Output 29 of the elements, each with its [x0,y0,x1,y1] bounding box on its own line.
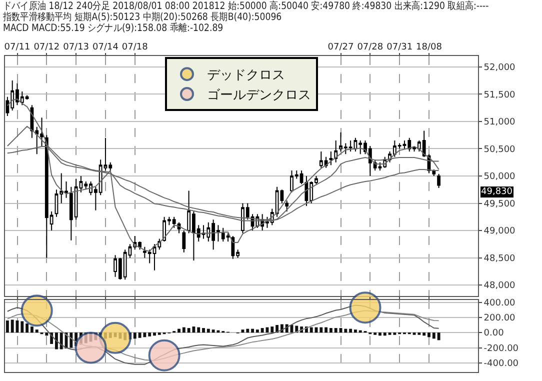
text: MACD MACD:55.19 シグナル(9):158.08 乖離:-102.89 [3,23,224,34]
x-tick-label: 18/08 [416,42,442,52]
y-tick-label: 51,000 [484,118,516,128]
text: 49,830 [481,187,513,197]
y-tick-label: 51,500 [484,90,516,100]
legend-label: ゴールデンクロス [207,88,311,104]
x-tick-label: 07/18 [122,42,148,52]
y-tick-label: 50,000 [484,172,516,182]
x-tick-label: 07/12 [34,42,60,52]
chart-title: ドバイ原油 18/12 240分足 2018/08/01 08:00 201812 始:50000 高:50040 安:49780 終:49830 出来高:1290 取組高:---- [3,1,489,12]
y-tick-label: 400.00 [484,298,516,308]
legend-label: デッドクロス [207,68,285,84]
x-tick-label: 07/28 [357,42,384,52]
y-tick-label: -400.00 [484,359,519,370]
x-tick-label: 07/14 [92,42,119,52]
x-tick-label: 07/11 [4,42,30,52]
y-tick-label: 0.00 [484,328,504,339]
x-tick-label: 07/31 [386,42,413,52]
y-tick-label: 48,000 [484,281,516,292]
y-tick-label: 200.00 [484,314,516,324]
y-tick-label: 49,500 [484,199,516,210]
y-tick-label: 48,500 [484,254,516,264]
x-tick-label: 07/13 [63,42,90,52]
y-tick-label: 49,000 [484,226,516,237]
x-tick-label: 07/27 [328,42,354,52]
chart-subtitle: 指数平滑移動平均 短期A(5):50123 中期(20):50268 長期B(40):50096 [3,12,282,23]
y-tick-label: -200.00 [484,344,519,354]
y-tick-label: 52,000 [484,63,516,74]
y-tick-label: 50,500 [484,144,516,155]
